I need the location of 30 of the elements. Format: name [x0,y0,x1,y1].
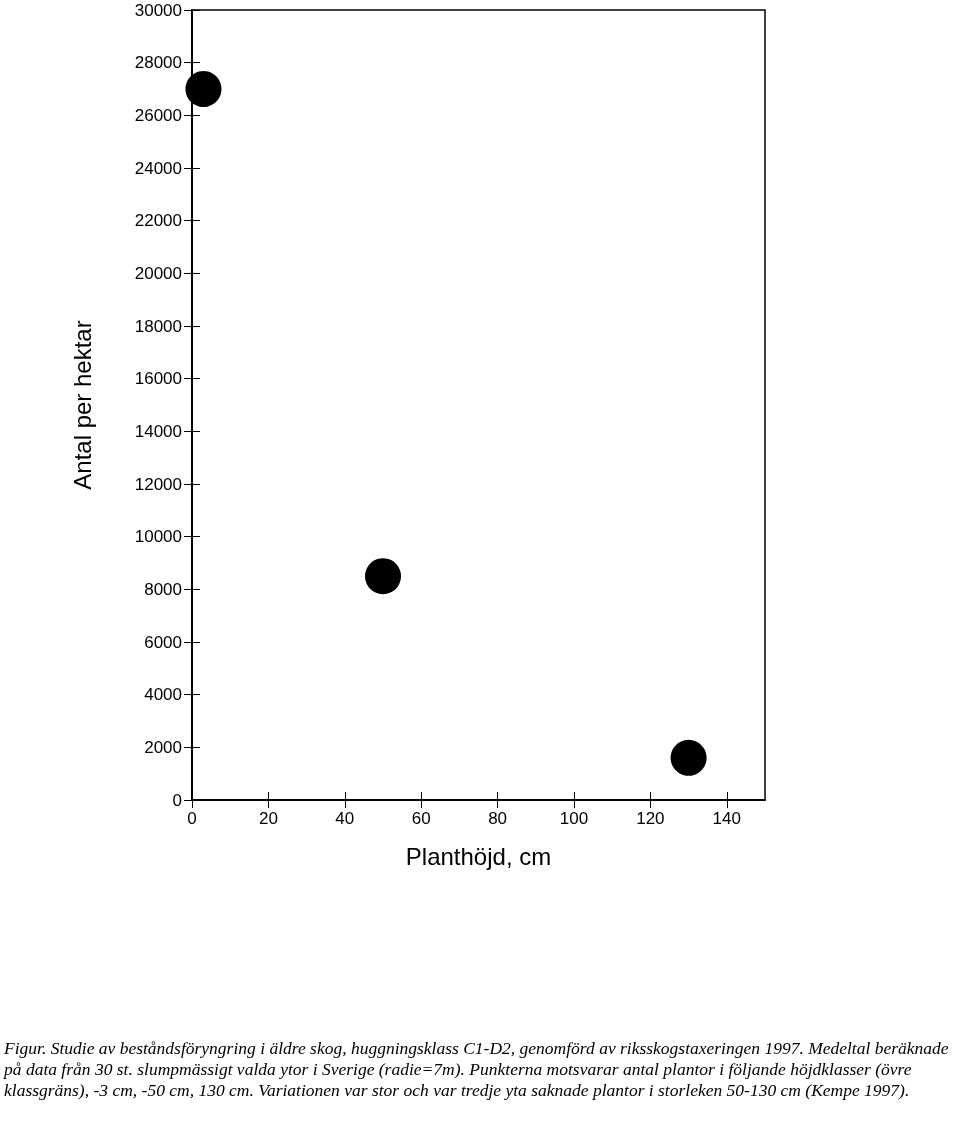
y-tick-label: 22000 [134,211,182,231]
y-tick-label: 4000 [144,685,182,705]
text: Figur. Studie av beståndsföryngring i äldre skog, huggningsklass C1-D2, genomförd av riksskogstaxeringen 1997. Medeltal beräknade på data från 30 st. slumpmässigt valda ytor i Sverige (radie=7m). Punkterna motsvarar antal plantor i följande höjdklasser (övre klassgräns), -3 cm, -50 cm, 130 cm. Variationen var stor och var tredje yta saknade plantor i storleken 50-130 cm (Kempe 1997). [4,1038,950,1101]
y-tick-label: 24000 [134,158,182,178]
x-tick-label: 120 [636,809,665,828]
x-tick-label: 80 [488,809,508,828]
point [365,558,401,595]
y-tick-label: 26000 [134,105,182,125]
y-tick-label: 28000 [134,53,182,73]
x-axis-title: Planthöjd, cm [405,842,552,870]
x-tick-label: 20 [258,809,278,828]
x-tick-label: 100 [559,809,589,828]
y-tick-label: 12000 [134,474,182,494]
y-tick-label: 10000 [134,527,182,547]
x-tick-label: 140 [712,809,741,828]
y-tick-label: 2000 [144,737,182,757]
y-tick-label: 30000 [134,0,182,20]
x-tick-label: 60 [411,809,431,828]
y-tick-label: 16000 [134,369,182,389]
y-axis-title: Antal per hektar [68,320,96,490]
point [670,739,707,776]
point [185,71,222,107]
x-tick-label: 0 [187,809,197,828]
y-tick-label: 20000 [134,263,182,283]
x-tick-label: 40 [335,809,355,828]
y-tick-label: 14000 [134,421,182,441]
y-tick-label: 6000 [144,632,182,652]
y-tick-label: 18000 [134,316,182,336]
y-tick-label: 8000 [144,579,182,599]
y-tick-label: 0 [172,790,182,810]
